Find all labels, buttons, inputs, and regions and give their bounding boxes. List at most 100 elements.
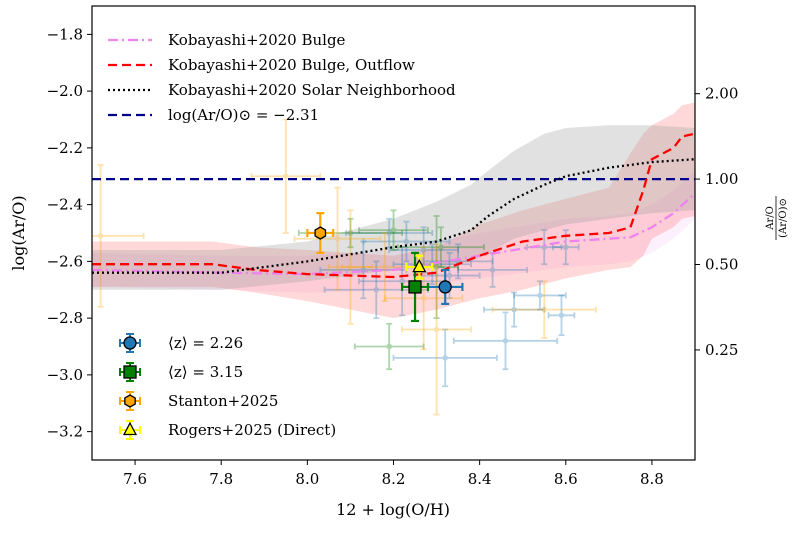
y2-axis-label-denominator: (Ar/O)⊙ [778, 198, 789, 238]
faint-point-z226-7-marker [446, 272, 453, 279]
faint-point-z315-21-marker [433, 264, 440, 270]
faint-point-z315-19-marker [438, 244, 444, 250]
band-bulge-outflow [92, 102, 695, 319]
x-tick-label-1: 7.8 [209, 470, 233, 488]
faint-point-z226-11-marker [562, 244, 569, 250]
y2-tick-label-2: 0.50 [705, 256, 738, 274]
model-curves [92, 132, 695, 279]
x-tick-label-0: 7.6 [123, 470, 147, 488]
faint-point-stanton-26 [383, 246, 464, 351]
x-tick-label-4: 8.4 [468, 470, 492, 488]
faint-point-z226-12 [513, 280, 567, 311]
x-tick-label-3: 8.2 [382, 470, 406, 488]
faint-point-z315-20-marker [386, 343, 392, 350]
mean-points [306, 212, 464, 323]
faint-point-z315-18-marker [390, 227, 397, 233]
faint-point-z226-5-marker [373, 286, 380, 293]
band-bulge [92, 170, 695, 293]
y-tick-label-3: −2.4 [47, 196, 83, 214]
faint-point-z226-6 [358, 246, 447, 317]
x-tick-label-6: 8.8 [640, 470, 664, 488]
faint-point-stanton-23-marker [283, 173, 289, 180]
faint-point-z315-17-marker [347, 230, 354, 236]
legend: Kobayashi+2020 Bulge Kobayashi+2020 Bulge… [108, 31, 456, 440]
legend-bulge: Kobayashi+2020 Bulge [108, 31, 346, 49]
faint-point-z226-15 [452, 311, 559, 371]
faint-point-z226-13 [547, 294, 576, 337]
y-tick-label-6: −3.0 [47, 366, 83, 384]
x-axis-label: 12 + log(O/H) [336, 500, 450, 519]
legend-stanton-marker [124, 394, 136, 408]
y-tick-label-0: −1.8 [47, 25, 83, 43]
faint-point-z226-9-marker [489, 267, 496, 273]
faint-point-stanton-28-marker [541, 306, 548, 313]
faint-point-stanton-27 [401, 243, 472, 416]
faint-point-stanton-29-marker [347, 264, 354, 270]
faint-point-stanton-29 [327, 209, 373, 325]
faint-point-z226-2 [388, 226, 460, 274]
faint-point-z315-20 [353, 322, 425, 371]
legend-stanton-label: Stanton+2025 [168, 392, 278, 410]
legend-solar-value-label: log(Ar/O)⊙ = −2.31 [168, 106, 319, 124]
axis-ticks: 7.6 7.8 8.0 8.2 8.4 8.6 8.8 −1.8 −2.0 −2.2 −2.4 −2.… [47, 25, 739, 488]
curve-bulge-outflow [92, 132, 695, 279]
legend-rogers-marker [122, 421, 138, 436]
curve-solar-neighborhood [92, 158, 695, 274]
legend-bulge-outflow: Kobayashi+2020 Bulge, Outflow [108, 56, 415, 74]
faint-point-stanton-26-marker [420, 295, 427, 302]
faint-point-stanton-22-marker [97, 233, 104, 239]
mean-point-z315-marker [408, 280, 422, 294]
legend-z315-label: ⟨z⟩ = 3.15 [168, 363, 243, 381]
legend-stanton: Stanton+2025 [119, 391, 278, 411]
faint-point-z226-12-marker [537, 292, 543, 299]
faint-point-stanton-24-marker [334, 235, 341, 242]
band-solar-neighborhood [92, 125, 695, 290]
legend-rogers-label: Rogers+2025 (Direct) [168, 421, 336, 439]
legend-z226-label: ⟨z⟩ = 2.26 [168, 334, 243, 352]
y2-tick-label-0: 2.00 [705, 85, 738, 103]
y-tick-label-1: −2.0 [47, 82, 83, 100]
faint-point-stanton-25-marker [382, 264, 388, 270]
x-tick-label-2: 8.0 [295, 470, 319, 488]
faint-point-z315-18 [358, 209, 429, 251]
y-tick-label-4: −2.6 [47, 252, 83, 270]
faint-point-z226-16 [392, 328, 498, 388]
faint-point-z226-4-marker [360, 267, 367, 273]
y2-axis-label: Ar/O (Ar/O)⊙ [765, 196, 789, 240]
faint-point-stanton-23 [250, 118, 322, 234]
y2-tick-label-3: 0.25 [705, 341, 738, 359]
mean-point-stanton [306, 212, 335, 254]
mean-point-rogers-marker [412, 258, 427, 273]
faint-point-z226-6-marker [399, 278, 405, 285]
y-axis-label: log(Ar/O) [9, 195, 28, 270]
legend-solar-neighborhood: Kobayashi+2020 Solar Neighborhood [108, 81, 456, 99]
legend-rogers: Rogers+2025 (Direct) [119, 420, 336, 440]
legend-z226: ⟨z⟩ = 2.26 [119, 333, 243, 353]
legend-z315: ⟨z⟩ = 3.15 [119, 362, 243, 382]
model-uncertainty-bands [92, 102, 695, 319]
faint-point-stanton-28 [491, 280, 597, 339]
y-tick-label-7: −3.2 [47, 423, 83, 441]
mean-point-stanton-marker [314, 226, 327, 240]
x-tick-label-5: 8.6 [554, 470, 578, 488]
legend-z226-marker [123, 336, 137, 350]
faint-point-z226-1-marker [403, 238, 410, 245]
faint-point-stanton-22 [92, 163, 145, 308]
legend-bulge-outflow-label: Kobayashi+2020 Bulge, Outflow [168, 56, 415, 74]
faint-point-z315-19 [396, 226, 485, 268]
y2-tick-label-1: 1.00 [705, 170, 738, 188]
curve-bulge [92, 192, 695, 276]
faint-point-stanton-27-marker [433, 326, 440, 333]
faint-point-z226-2-marker [420, 247, 427, 253]
mean-point-z226-marker [438, 280, 452, 294]
faint-point-z226-0 [345, 217, 434, 249]
legend-z315-marker [123, 365, 137, 379]
faint-point-z226-14 [483, 291, 546, 328]
faint-point-z226-14-marker [511, 306, 517, 313]
faint-point-z226-15-marker [502, 338, 509, 344]
y2-axis-label-numerator: Ar/O [765, 206, 776, 231]
y-tick-label-5: −2.8 [47, 309, 83, 327]
faint-point-z226-16-marker [442, 355, 448, 361]
mean-point-rogers [405, 254, 434, 280]
